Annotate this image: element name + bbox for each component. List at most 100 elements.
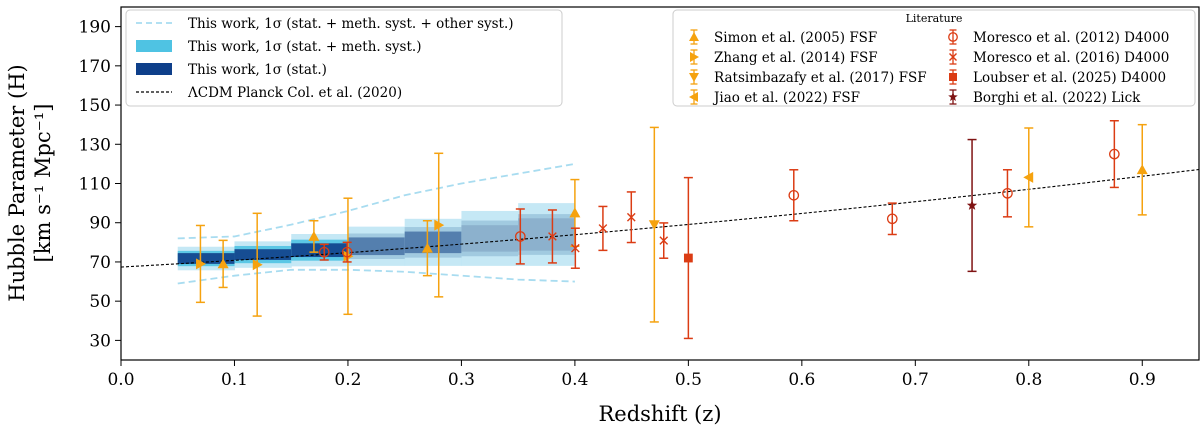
data-point bbox=[318, 243, 330, 261]
marker-shape bbox=[949, 73, 957, 81]
legend-left-entry: This work, 1σ (stat. + meth. syst. + oth… bbox=[136, 16, 514, 32]
marker-shape bbox=[626, 212, 636, 222]
series-6 bbox=[683, 176, 693, 340]
legend-right-entry: Jiao et al. (2022) FSF bbox=[689, 89, 860, 106]
marker-shape bbox=[648, 220, 660, 231]
series-3 bbox=[1023, 127, 1034, 228]
legend-right-entry: Borghi et al. (2022) Lick bbox=[948, 89, 1141, 106]
point-marker bbox=[1136, 164, 1148, 175]
legend-right-entry: Moresco et al. (2016) D4000 bbox=[949, 49, 1169, 66]
legend-left-entry: ΛCDM Planck Col. et al. (2020) bbox=[136, 85, 402, 101]
x-tick-label: 0.8 bbox=[1015, 370, 1042, 390]
marker-shape bbox=[1136, 164, 1148, 175]
marker-shape bbox=[421, 242, 433, 253]
legend-right-title: Literature bbox=[906, 12, 963, 25]
point-marker bbox=[421, 242, 433, 253]
x-tick-label: 0.9 bbox=[1129, 370, 1156, 390]
point-marker bbox=[341, 246, 353, 258]
marker-shape bbox=[948, 32, 958, 42]
data-point bbox=[514, 208, 526, 265]
band-stat-segment bbox=[518, 218, 576, 251]
point-marker bbox=[318, 246, 330, 258]
legend-swatch bbox=[136, 63, 172, 75]
lcdm-curve bbox=[121, 168, 1200, 268]
legend-left-box bbox=[125, 9, 563, 107]
legend-label: This work, 1σ (stat.) bbox=[188, 62, 327, 78]
band-other-upper-curve bbox=[177, 163, 576, 240]
data-point bbox=[659, 222, 669, 259]
data-point bbox=[341, 241, 353, 263]
series-2 bbox=[648, 126, 660, 323]
legend-marker bbox=[690, 52, 699, 62]
legend-label: This work, 1σ (stat. + meth. syst. + oth… bbox=[188, 16, 514, 32]
point-marker bbox=[571, 243, 580, 253]
y-tick-label: 170 bbox=[79, 57, 111, 77]
marker-shape bbox=[598, 224, 608, 233]
marker-shape bbox=[217, 258, 229, 269]
lcdm-curve-layer bbox=[121, 168, 1200, 268]
marker-shape bbox=[966, 199, 978, 210]
legend-label: Borghi et al. (2022) Lick bbox=[973, 90, 1141, 106]
legend-right-entry: Simon et al. (2005) FSF bbox=[689, 29, 877, 46]
x-tick-label: 0.6 bbox=[788, 370, 815, 390]
y-tick-label: 70 bbox=[89, 253, 111, 273]
legend-swatch bbox=[136, 40, 172, 52]
band-stat-segment bbox=[234, 249, 292, 260]
legend-marker bbox=[689, 92, 698, 102]
data-point bbox=[683, 176, 693, 340]
point-marker bbox=[252, 259, 263, 271]
data-point bbox=[886, 202, 898, 236]
legend-label: Simon et al. (2005) FSF bbox=[714, 30, 877, 46]
point-marker bbox=[514, 231, 526, 242]
point-marker bbox=[217, 258, 229, 269]
data-point bbox=[570, 227, 580, 269]
legend-literature: Literature Simon et al. (2005) FSF Zhang … bbox=[672, 9, 1196, 107]
y-tick-label: 150 bbox=[79, 96, 111, 116]
x-tick-label: 0.1 bbox=[221, 370, 248, 390]
data-point bbox=[217, 239, 229, 289]
marker-shape bbox=[689, 73, 699, 82]
point-marker bbox=[548, 232, 557, 241]
marker-shape bbox=[196, 258, 206, 270]
legend-label: ΛCDM Planck Col. et al. (2020) bbox=[187, 85, 402, 101]
y-axis: 30 50 70 90 110 130 150 170 190 bbox=[79, 18, 121, 351]
marker-shape bbox=[948, 92, 958, 102]
marker-shape bbox=[252, 259, 263, 271]
data-point bbox=[308, 220, 320, 253]
legend-label: Ratsimbazafy et al. (2017) FSF bbox=[714, 70, 927, 86]
data-point bbox=[252, 212, 263, 317]
marker-shape bbox=[318, 246, 330, 258]
x-axis: 0.0 0.1 0.2 0.3 0.4 0.5 0.6 0.7 0.8 0.9 bbox=[107, 360, 1156, 390]
point-marker bbox=[966, 199, 978, 210]
band-stat-segment bbox=[177, 253, 235, 264]
data-point bbox=[421, 220, 433, 277]
literature-points bbox=[195, 119, 1148, 340]
marker-shape bbox=[690, 52, 699, 62]
x-tick-label: 0.7 bbox=[902, 370, 929, 390]
y-axis-label-line2: [km s⁻¹ Mpc⁻¹] bbox=[31, 104, 55, 263]
data-point bbox=[547, 209, 557, 264]
legend-right-entry: Zhang et al. (2014) FSF bbox=[690, 49, 878, 66]
data-point bbox=[195, 224, 206, 304]
data-point bbox=[1109, 119, 1120, 189]
point-marker bbox=[1109, 148, 1120, 160]
marker-shape bbox=[788, 189, 800, 201]
point-marker bbox=[648, 220, 660, 231]
band-stat-segment bbox=[461, 225, 519, 252]
point-marker bbox=[598, 224, 608, 233]
y-tick-label: 30 bbox=[89, 331, 111, 351]
marker-shape bbox=[689, 32, 699, 41]
marker-shape bbox=[683, 253, 693, 263]
point-marker bbox=[569, 207, 581, 218]
data-point bbox=[598, 205, 608, 252]
band-stat-segment bbox=[347, 237, 406, 256]
legend-marker bbox=[949, 53, 957, 61]
series-7 bbox=[966, 138, 978, 273]
legend-right-entry: Loubser et al. (2025) D4000 bbox=[949, 69, 1166, 86]
y-axis-label-line1: Hubble Parameter (H) bbox=[5, 64, 29, 301]
data-point bbox=[626, 191, 636, 244]
legend-label: Moresco et al. (2012) D4000 bbox=[973, 30, 1169, 46]
point-marker bbox=[1002, 187, 1013, 199]
legend-marker bbox=[948, 32, 958, 42]
marker-shape bbox=[949, 53, 957, 61]
